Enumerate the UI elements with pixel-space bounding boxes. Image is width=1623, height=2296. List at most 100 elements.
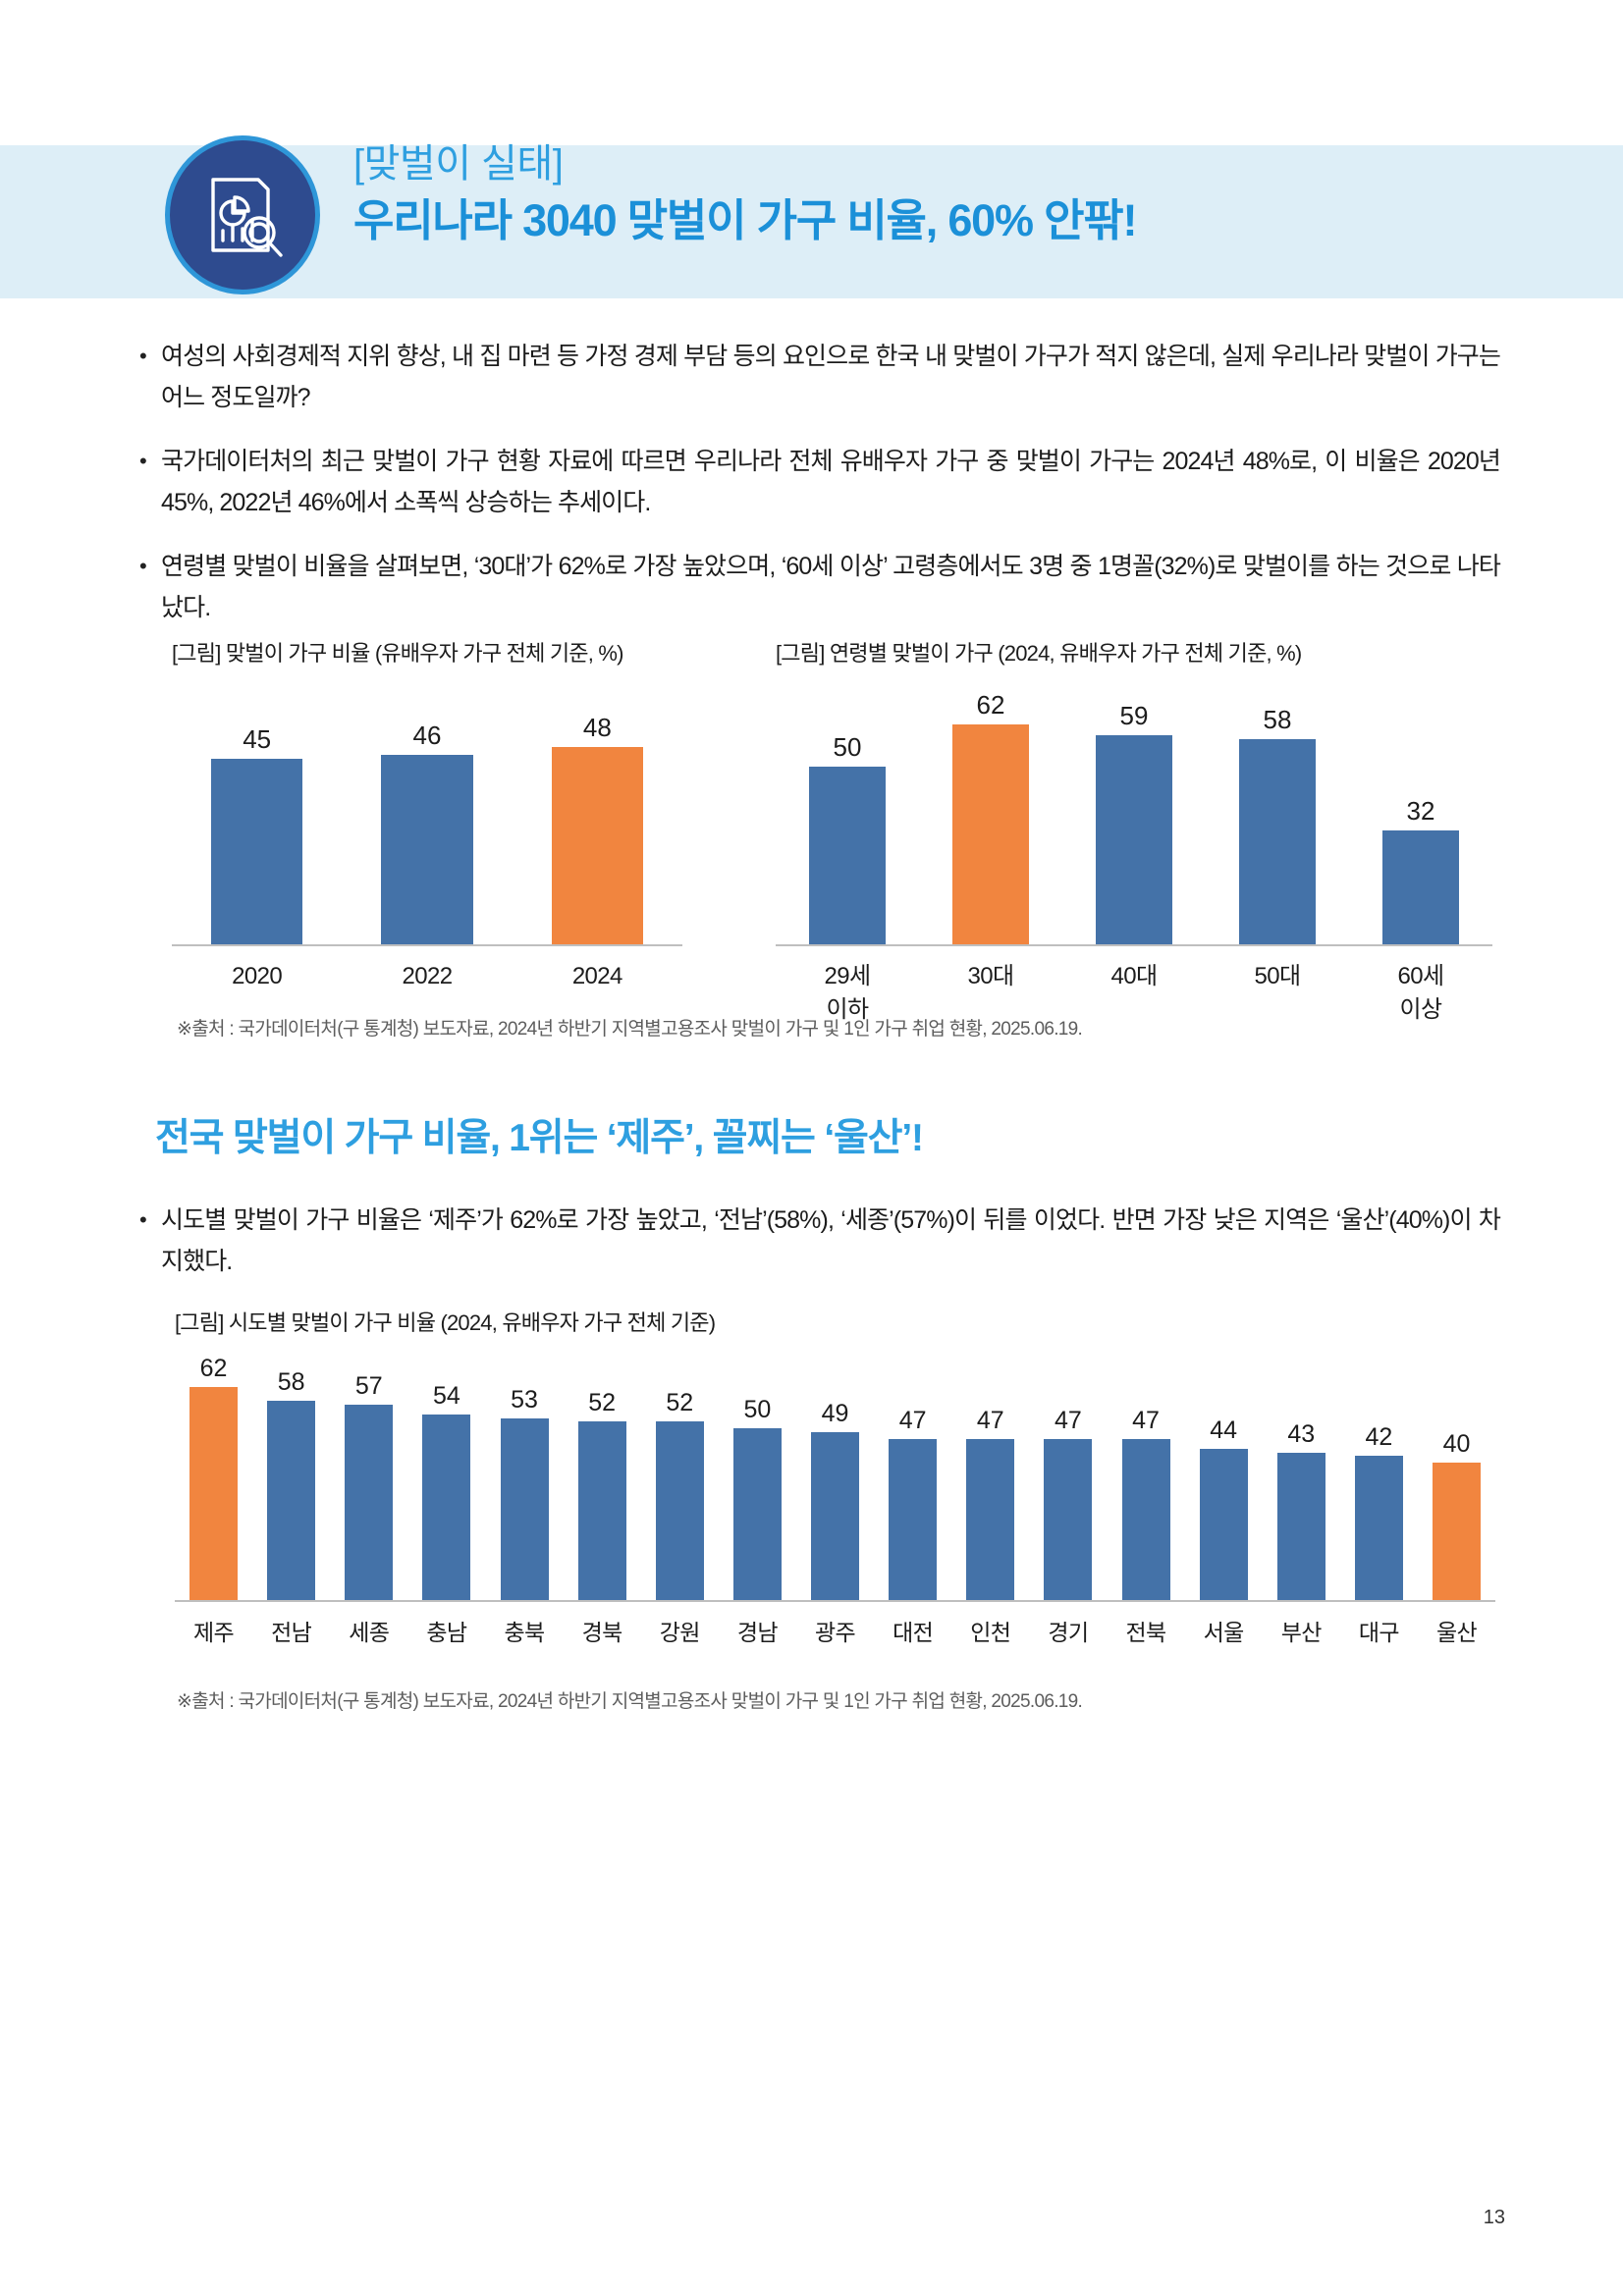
intro-bullet-list: • 여성의 사회경제적 지위 향상, 내 집 마련 등 가정 경제 부담 등의 …	[135, 336, 1501, 651]
bar-rect	[1238, 738, 1317, 944]
x-axis-label: 29세 이하	[824, 963, 872, 1023]
bar-item: 40	[1418, 1353, 1495, 1600]
section2-bullet-list: • 시도별 맞벌이 가구 비율은 ‘제주’가 62%로 가장 높았고, ‘전남’…	[135, 1200, 1501, 1305]
bar-value-label: 54	[433, 1382, 460, 1410]
bar-rect	[1121, 1438, 1170, 1600]
x-axis-label: 2022	[402, 963, 453, 989]
bar-rect	[500, 1417, 549, 1600]
bar-item: 50	[776, 689, 919, 944]
x-axis-label: 경남	[736, 1620, 779, 1645]
x-axis-label: 충북	[504, 1620, 546, 1645]
bar-rect	[1095, 734, 1173, 944]
chart-dual-income-by-region: [그림] 시도별 맞벌이 가구 비율 (2024, 유배우자 가구 전체 기준)…	[175, 1306, 1495, 1649]
x-axis-line	[172, 944, 682, 946]
list-item: • 시도별 맞벌이 가구 비율은 ‘제주’가 62%로 가장 높았고, ‘전남’…	[135, 1200, 1501, 1282]
bar-rect	[189, 1387, 239, 1600]
bar-item: 43	[1263, 1353, 1340, 1600]
bar-value-label: 47	[976, 1406, 1004, 1434]
x-axis-label: 전북	[1125, 1620, 1167, 1645]
x-axis-label: 울산	[1436, 1620, 1478, 1645]
x-axis-line	[175, 1600, 1495, 1602]
bar-value-label: 58	[277, 1368, 305, 1396]
bullet-text: 시도별 맞벌이 가구 비율은 ‘제주’가 62%로 가장 높았고, ‘전남’(5…	[161, 1206, 1501, 1275]
bar-item: 58	[1206, 689, 1349, 944]
chart-plot-area: 50 62 59 58 32	[776, 691, 1492, 946]
bar-value-label: 58	[1263, 704, 1292, 734]
bar-rect	[1199, 1449, 1248, 1600]
bar-rect	[951, 724, 1030, 944]
bar-item: 45	[172, 689, 342, 944]
x-axis-label: 60세 이상	[1397, 963, 1445, 1023]
bar-rect	[577, 1421, 626, 1600]
bar-rect	[889, 1438, 938, 1600]
list-item: • 연령별 맞벌이 비율을 살펴보면, ‘30대’가 62%로 가장 높았으며,…	[135, 546, 1501, 628]
bar-item: 42	[1340, 1353, 1418, 1600]
x-axis-label: 경북	[581, 1620, 623, 1645]
x-axis-label: 대전	[893, 1620, 934, 1645]
bar-rect	[267, 1401, 316, 1600]
bar-value-label: 52	[666, 1389, 694, 1416]
x-axis-label: 40대	[1110, 963, 1159, 989]
x-axis-label: 서울	[1203, 1620, 1245, 1645]
bar-value-label: 52	[588, 1389, 617, 1416]
bar-value-label: 53	[511, 1385, 538, 1414]
chart-plot-area: 62 58 57 54 53 52 52 50 49 47 47 47 47 44 43 42 40	[175, 1355, 1495, 1602]
bar-value-label: 46	[412, 721, 442, 751]
bar-item: 47	[1108, 1353, 1185, 1600]
x-axis-labels: 제주 전남 세종 충남 충북 경북 강원 경남 광주 대전 인천 경기 전북 서울 부산 대구 울산	[175, 1616, 1495, 1649]
bar-item: 47	[951, 1353, 1029, 1600]
x-axis-label: 전남	[271, 1620, 312, 1645]
x-axis-labels: 2020 2022 2024	[172, 960, 682, 993]
bar-rect	[1354, 1456, 1403, 1600]
bar-rect	[345, 1404, 394, 1600]
bar-item: 46	[342, 689, 512, 944]
bar-group: 62 58 57 54 53 52 52 50 49 47 47 47 47 44 43 42 40	[175, 1353, 1495, 1600]
page-number: 13	[1483, 2207, 1505, 2228]
report-magnifier-icon	[165, 135, 320, 294]
chart-dual-income-by-age: [그림] 연령별 맞벌이 가구 (2024, 유배우자 가구 전체 기준, %)…	[776, 636, 1492, 1027]
bar-item: 32	[1349, 689, 1492, 944]
section-heading: 전국 맞벌이 가구 비율, 1위는 ‘제주’, 꼴찌는 ‘울산’!	[155, 1117, 924, 1159]
chart-caption: [그림] 연령별 맞벌이 가구 (2024, 유배우자 가구 전체 기준, %)	[776, 641, 1302, 666]
x-axis-label: 경기	[1048, 1620, 1089, 1645]
bar-value-label: 42	[1365, 1423, 1393, 1451]
source-note-1: ※출처 : 국가데이터처(구 통계청) 보도자료, 2024년 하반기 지역별고…	[177, 1019, 1083, 1040]
bar-item: 52	[564, 1353, 641, 1600]
bar-value-label: 50	[743, 1396, 772, 1423]
bar-item: 47	[1029, 1353, 1107, 1600]
bar-rect	[811, 1431, 860, 1600]
bar-value-label: 47	[1132, 1406, 1160, 1434]
x-axis-label: 2024	[571, 963, 623, 989]
bar-value-label: 43	[1287, 1419, 1316, 1448]
bar-group: 50 62 59 58 32	[776, 689, 1492, 944]
x-axis-label: 세종	[349, 1620, 390, 1645]
bar-value-label: 48	[582, 712, 612, 742]
x-axis-label: 대구	[1358, 1620, 1400, 1645]
bar-item: 47	[874, 1353, 951, 1600]
bar-value-label: 49	[821, 1399, 849, 1427]
bar-rect	[422, 1415, 471, 1600]
bar-value-label: 45	[243, 724, 272, 755]
bar-rect	[381, 755, 473, 944]
bar-rect	[210, 759, 303, 944]
bullet-text: 국가데이터처의 최근 맞벌이 가구 현황 자료에 따르면 우리나라 전체 유배우…	[161, 448, 1501, 516]
bar-item: 44	[1185, 1353, 1263, 1600]
bar-value-label: 57	[354, 1371, 383, 1400]
bar-item: 49	[796, 1353, 874, 1600]
bar-item: 54	[407, 1353, 485, 1600]
chart-plot-area: 45 46 48	[172, 691, 682, 946]
x-axis-label: 광주	[815, 1620, 856, 1645]
bar-value-label: 47	[1055, 1406, 1082, 1434]
bar-rect	[808, 767, 887, 944]
bar-item: 53	[486, 1353, 564, 1600]
bullet-marker: •	[139, 1207, 147, 1232]
bar-rect	[966, 1438, 1015, 1600]
bar-value-label: 50	[833, 732, 862, 763]
bar-rect	[551, 746, 644, 944]
x-axis-label: 강원	[659, 1620, 701, 1645]
bar-value-label: 32	[1406, 796, 1435, 827]
x-axis-labels: 29세 이하 30대 40대 50대 60세 이상	[776, 960, 1492, 1027]
bar-item: 57	[330, 1353, 407, 1600]
list-item: • 여성의 사회경제적 지위 향상, 내 집 마련 등 가정 경제 부담 등의 …	[135, 336, 1501, 418]
